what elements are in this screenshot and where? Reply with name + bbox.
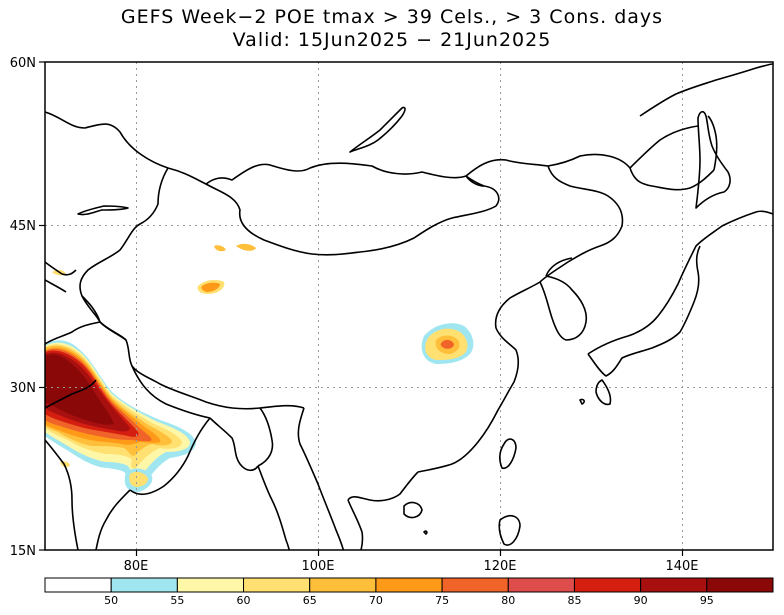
lon-label-80e: 80E: [124, 559, 149, 574]
colorbar-tick-label: 55: [170, 594, 184, 607]
colorbar-tick-label: 90: [634, 594, 648, 607]
colorbar-swatch: [441, 577, 509, 593]
colorbar-tick-label: 75: [435, 594, 449, 607]
lat-label-30n: 30N: [10, 381, 36, 396]
colorbar: 50 55 60 65 70 75 80 85 90 95: [44, 577, 774, 607]
lat-label-15n: 15N: [10, 544, 36, 559]
colorbar-swatch: [375, 577, 443, 593]
colorbar-swatch: [706, 577, 774, 593]
map-title-line1: GEFS Week−2 POE tmax > 39 Cels., > 3 Con…: [120, 6, 664, 28]
colorbar-tick-label: 70: [369, 594, 383, 607]
colorbar-tick-label: 60: [237, 594, 251, 607]
colorbar-tick-label: 85: [567, 594, 581, 607]
lat-label-60n: 60N: [10, 56, 36, 71]
poe-shading: [45, 243, 474, 492]
lon-label-100e: 100E: [301, 559, 334, 574]
colorbar-swatch: [573, 577, 642, 593]
lat-label-45n: 45N: [10, 219, 36, 234]
lon-label-140e: 140E: [665, 559, 698, 574]
colorbar-swatch: [110, 577, 178, 593]
lon-label-120e: 120E: [483, 559, 516, 574]
colorbar-tick-label: 50: [104, 594, 118, 607]
map-frame: [44, 61, 774, 551]
colorbar-swatch: [309, 577, 377, 593]
colorbar-tick-label: 80: [501, 594, 515, 607]
colorbar-swatch: [507, 577, 575, 593]
colorbar-tick-label: 95: [700, 594, 714, 607]
colorbar-swatch: [176, 577, 245, 593]
map-title-line2: Valid: 15Jun2025 − 21Jun2025: [232, 29, 552, 51]
graticule: [45, 62, 773, 550]
colorbar-swatch: [44, 577, 112, 593]
axis-ticks: [39, 61, 684, 556]
colorbar-swatch: [640, 577, 708, 593]
colorbar-swatch: [243, 577, 311, 593]
coastlines-borders: [45, 63, 773, 550]
colorbar-tick-label: 65: [303, 594, 317, 607]
